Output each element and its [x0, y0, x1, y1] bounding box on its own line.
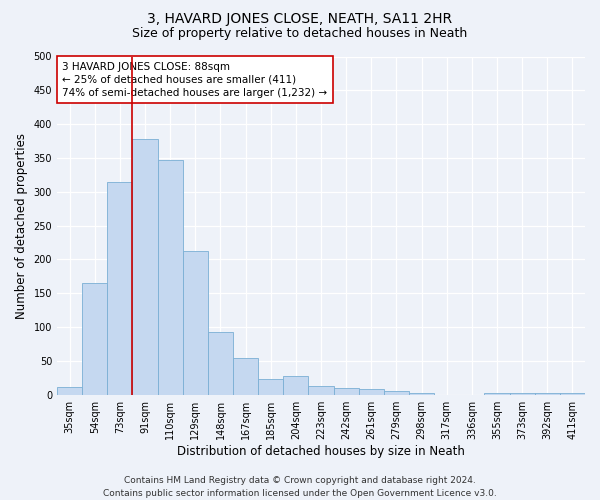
- X-axis label: Distribution of detached houses by size in Neath: Distribution of detached houses by size …: [177, 444, 465, 458]
- Y-axis label: Number of detached properties: Number of detached properties: [15, 132, 28, 318]
- Bar: [158, 160, 183, 394]
- Bar: [308, 386, 334, 394]
- Bar: [233, 358, 258, 395]
- Bar: [384, 392, 409, 394]
- Bar: [359, 390, 384, 394]
- Text: Size of property relative to detached houses in Neath: Size of property relative to detached ho…: [133, 28, 467, 40]
- Bar: [107, 182, 133, 394]
- Bar: [484, 392, 509, 394]
- Bar: [133, 139, 158, 394]
- Text: Contains HM Land Registry data © Crown copyright and database right 2024.
Contai: Contains HM Land Registry data © Crown c…: [103, 476, 497, 498]
- Text: 3 HAVARD JONES CLOSE: 88sqm
← 25% of detached houses are smaller (411)
74% of se: 3 HAVARD JONES CLOSE: 88sqm ← 25% of det…: [62, 62, 328, 98]
- Bar: [208, 332, 233, 394]
- Bar: [82, 283, 107, 395]
- Text: 3, HAVARD JONES CLOSE, NEATH, SA11 2HR: 3, HAVARD JONES CLOSE, NEATH, SA11 2HR: [148, 12, 452, 26]
- Bar: [183, 252, 208, 394]
- Bar: [334, 388, 359, 394]
- Bar: [283, 376, 308, 394]
- Bar: [258, 379, 283, 394]
- Bar: [409, 392, 434, 394]
- Bar: [57, 386, 82, 394]
